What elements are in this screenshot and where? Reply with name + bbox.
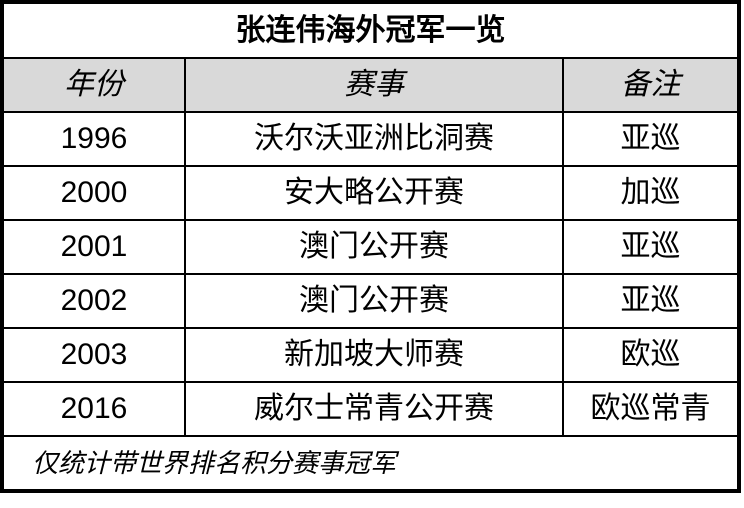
cell-year: 2002	[1, 273, 186, 329]
table-row: 2002 澳门公开赛 亚巡	[1, 273, 740, 329]
header-year: 年份	[1, 57, 186, 113]
table-row: 2016 威尔士常青公开赛 欧巡常青	[1, 381, 740, 437]
cell-note: 亚巡	[562, 219, 740, 275]
cell-note: 亚巡	[562, 111, 740, 167]
cell-note: 欧巡常青	[562, 381, 740, 437]
header-row: 年份 赛事 备注	[1, 57, 740, 113]
cell-note: 亚巡	[562, 273, 740, 329]
cell-event: 澳门公开赛	[184, 219, 564, 275]
cell-year: 2000	[1, 165, 186, 221]
header-event: 赛事	[184, 57, 564, 113]
cell-event: 新加坡大师赛	[184, 327, 564, 383]
cell-event: 沃尔沃亚洲比洞赛	[184, 111, 564, 167]
footnote-row: 仅统计带世界排名积分赛事冠军	[1, 435, 740, 492]
cell-note: 加巡	[562, 165, 740, 221]
table-row: 2000 安大略公开赛 加巡	[1, 165, 740, 221]
cell-note: 欧巡	[562, 327, 740, 383]
cell-event: 威尔士常青公开赛	[184, 381, 564, 437]
title-row: 张连伟海外冠军一览	[1, 1, 740, 59]
cell-year: 1996	[1, 111, 186, 167]
header-note: 备注	[562, 57, 740, 113]
table-row: 2001 澳门公开赛 亚巡	[1, 219, 740, 275]
champions-table: 张连伟海外冠军一览 年份 赛事 备注 1996 沃尔沃亚洲比洞赛 亚巡 2000 安大…	[0, 0, 741, 493]
cell-event: 安大略公开赛	[184, 165, 564, 221]
table-row: 2003 新加坡大师赛 欧巡	[1, 327, 740, 383]
footnote: 仅统计带世界排名积分赛事冠军	[1, 435, 740, 492]
cell-year: 2001	[1, 219, 186, 275]
table-row: 1996 沃尔沃亚洲比洞赛 亚巡	[1, 111, 740, 167]
cell-year: 2003	[1, 327, 186, 383]
table-title: 张连伟海外冠军一览	[1, 1, 740, 59]
cell-year: 2016	[1, 381, 186, 437]
cell-event: 澳门公开赛	[184, 273, 564, 329]
